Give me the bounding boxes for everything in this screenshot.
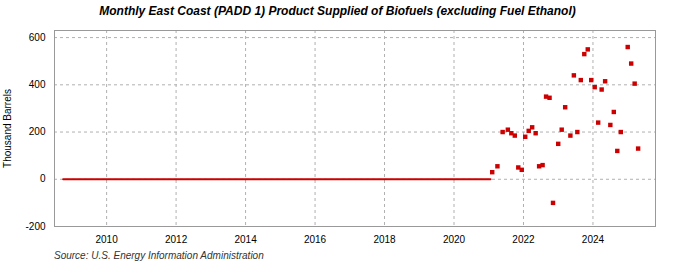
svg-text:2020: 2020 [443, 234, 466, 245]
svg-text:2010: 2010 [95, 234, 118, 245]
svg-text:2018: 2018 [373, 234, 396, 245]
svg-text:2016: 2016 [304, 234, 327, 245]
svg-text:2012: 2012 [165, 234, 188, 245]
svg-text:2014: 2014 [234, 234, 257, 245]
html-text:Source: U.S. Energy Informatio: Source: U.S. Energy Information Administ… [54, 250, 264, 261]
html-text:Monthly East Coast (PADD 1) Pr: Monthly East Coast (PADD 1) Product Supp… [99, 4, 576, 18]
svg-text:Thousand Barrels: Thousand Barrels [2, 89, 13, 168]
svg-text:0: 0 [40, 173, 46, 184]
svg-text:-200: -200 [25, 221, 45, 232]
svg-text:200: 200 [29, 126, 46, 137]
svg-text:2022: 2022 [512, 234, 535, 245]
svg-text:2024: 2024 [582, 234, 605, 245]
svg-text:600: 600 [29, 32, 46, 43]
svg-text:400: 400 [29, 79, 46, 90]
